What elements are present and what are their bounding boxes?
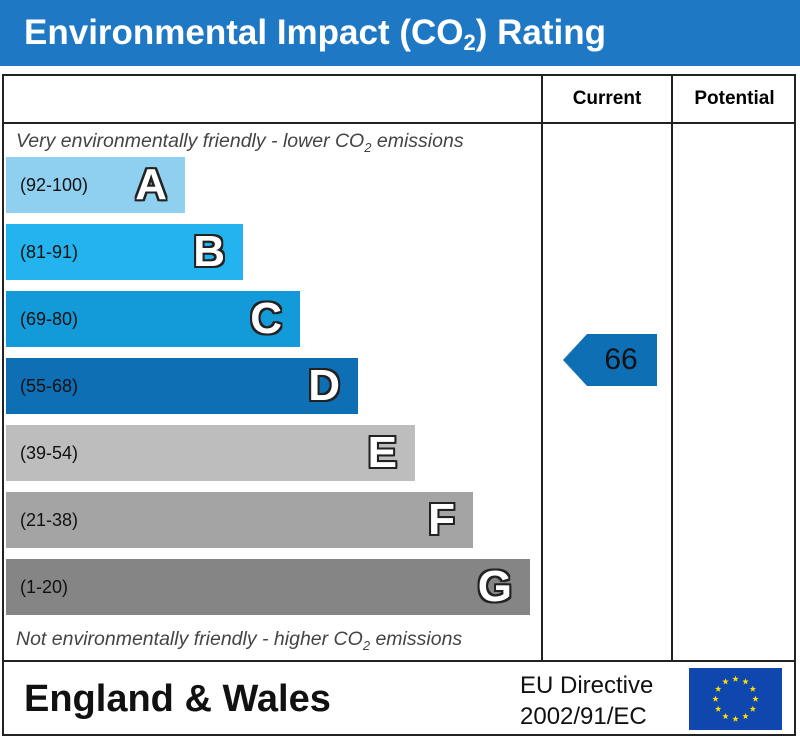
band-letter-label: C [250,294,282,343]
eu-flag-icon [689,668,782,730]
band-range-label: (21-38) [20,510,79,530]
eu-star-icon [742,678,749,685]
current-rating-value: 66 [604,343,638,376]
note-top: Very environmentally friendly - lower CO… [16,130,464,155]
eu-star-icon [714,705,722,712]
band-b: (81-91) B [6,224,243,280]
title-bar: Environmental Impact (CO2) Rating [0,0,800,66]
band-letter-label: D [308,361,340,410]
eu-star-icon [732,715,739,722]
footer-directive: EU Directive 2002/91/EC [520,670,653,732]
band-range-label: (69-80) [20,309,79,329]
band-letter-label: B [193,227,225,276]
column-header-current: Current [572,88,642,109]
eu-star-icon [749,685,757,692]
arrow-shape [563,334,657,386]
band-d: (55-68) D [6,358,358,414]
directive-line-1: EU Directive [520,672,654,699]
divider-footer-top [2,660,796,662]
eu-star-icon [749,705,757,712]
band-letter-label: E [367,428,397,477]
eu-star-icon [722,712,729,720]
divider-header-bottom [2,122,796,124]
band-letter-label: F [428,495,455,544]
eu-star-icon [712,695,719,702]
band-a: (92-100) A [6,157,185,213]
current-rating-arrow: 66 [563,334,657,386]
band-range-label: (92-100) [20,175,89,195]
band-range-label: (81-91) [20,242,79,262]
eu-star-icon [742,712,749,720]
band-c: (69-80) C [6,291,300,347]
divider-potential-left [671,74,673,662]
column-header-potential: Potential [694,88,775,109]
band-g: (1-20) G [6,559,530,615]
band-range-label: (55-68) [20,376,79,396]
directive-line-2: 2002/91/EC [520,703,647,730]
divider-current-left [541,74,543,662]
note-bottom: Not environmentally friendly - higher CO… [16,628,463,653]
footer-region: England & Wales [24,678,331,720]
chart-title: Environmental Impact (CO2) Rating [24,13,607,55]
band-range-label: (39-54) [20,443,79,463]
eu-star-icon [714,685,722,692]
eu-star-icon [732,675,739,682]
eu-star-icon [752,695,759,702]
band-letter-label: G [477,562,512,611]
band-f: (21-38) F [6,492,473,548]
band-e: (39-54) E [6,425,415,481]
band-range-label: (1-20) [20,577,69,597]
eu-star-icon [722,678,729,685]
rating-frame [2,74,796,736]
band-letter-label: A [135,160,167,209]
